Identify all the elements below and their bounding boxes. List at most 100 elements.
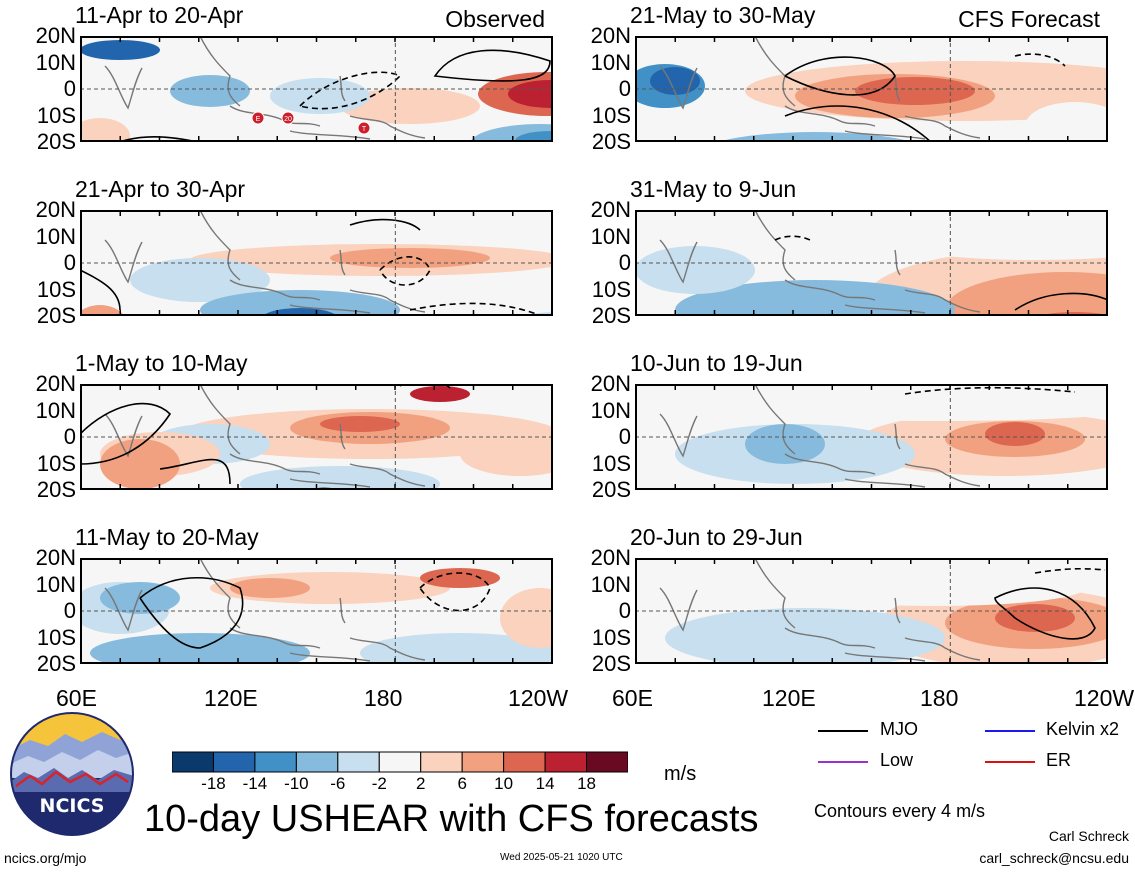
storm-marker-label: T [362, 126, 367, 133]
latitude-label: 10S [591, 450, 631, 476]
coastline [104, 239, 143, 284]
mjo-contour [774, 235, 811, 241]
shear-anomaly-region [270, 78, 370, 114]
mjo-contour [409, 302, 544, 316]
shear-map [80, 558, 553, 664]
coastline [659, 413, 698, 458]
shear-anomaly-region [420, 568, 500, 588]
colorbar-swatch [544, 751, 588, 773]
storm-marker [251, 111, 265, 125]
colorbar-tick-label: -10 [284, 774, 309, 793]
latitude-label: 10S [591, 102, 631, 128]
coastline [229, 453, 321, 475]
lon-label-60e-left: 60E [56, 685, 97, 711]
shear-map [635, 210, 1108, 316]
panel-title: 11-May to 20-May [75, 524, 259, 550]
mjo-contour [1014, 292, 1108, 311]
shear-anomaly-region [635, 246, 755, 294]
legend-label-low: Low [880, 750, 914, 770]
latitude-label: 20N [590, 23, 631, 48]
coastline [754, 210, 796, 281]
legend-swatch-low [818, 761, 868, 763]
latitude-label: 0 [63, 250, 76, 275]
coastline [844, 652, 926, 662]
storm-marker [357, 121, 371, 135]
latitude-label: 10S [36, 624, 76, 650]
footer-email[interactable]: carl_schreck@ncsu.edu [979, 850, 1129, 866]
legend-label-er: ER [1046, 750, 1072, 770]
shear-anomaly-region [735, 397, 1108, 421]
shear-anomaly-region [80, 305, 125, 316]
latitude-label: 10N [590, 397, 631, 423]
coastline [229, 279, 321, 301]
lon-label-120w-left: 120W [508, 685, 569, 711]
coastline [844, 130, 926, 140]
coastline [659, 65, 698, 110]
coastline [904, 289, 981, 313]
latitude-label: 0 [618, 250, 631, 275]
ncics-logo[interactable]: NCICS [10, 712, 134, 836]
mjo-contour [159, 458, 231, 485]
mjo-contour [784, 105, 932, 142]
lon-label-120w-right: 120W [1074, 685, 1135, 711]
latitude-label: 10N [35, 49, 76, 75]
shear-anomaly-region [80, 40, 160, 60]
lon-label-180-left: 180 [364, 685, 403, 711]
coastline [349, 463, 426, 487]
colorbar-unit: m/s [664, 763, 697, 785]
lon-label-180-right: 180 [920, 685, 959, 711]
shear-map [635, 558, 1108, 664]
colorbar-swatch [337, 751, 380, 773]
colorbar-swatch [503, 751, 546, 773]
coastline [199, 384, 241, 455]
latitude-label: 0 [63, 598, 76, 623]
coastline [784, 279, 876, 301]
shear-anomaly-region [675, 280, 955, 316]
latitude-label: 20S [591, 651, 631, 676]
colorbar-swatch [212, 751, 256, 773]
panel-source-tag: CFS Forecast [958, 6, 1100, 32]
shear-anomaly-region [665, 608, 945, 664]
latitude-label: 0 [63, 424, 76, 449]
coastline [289, 130, 371, 140]
coastline [339, 597, 346, 624]
latitude-label: 10S [36, 102, 76, 128]
lon-label-120e-right: 120E [762, 685, 816, 711]
latitude-label: 10S [591, 276, 631, 302]
colorbar-swatch [254, 751, 297, 773]
coastline [349, 115, 426, 139]
shear-map [635, 384, 1108, 490]
coastline [659, 587, 698, 632]
coastline [784, 627, 876, 649]
latitude-label: 20S [591, 129, 631, 154]
coastline [229, 627, 321, 649]
coastline [894, 249, 901, 276]
shear-anomaly-region [1025, 102, 1108, 142]
coastline [339, 423, 346, 450]
latitude-label: 10N [590, 49, 631, 75]
shear-anomaly-region [230, 578, 310, 598]
footer-url[interactable]: ncics.org/mjo [4, 850, 87, 866]
latitude-label: 0 [63, 76, 76, 101]
legend-swatch-kelvin [985, 730, 1035, 732]
shear-anomaly-region [130, 258, 270, 302]
coastline [289, 478, 371, 488]
panel-title: 21-May to 30-May [630, 2, 816, 28]
coastline [339, 75, 346, 102]
latitude-label: 10N [35, 397, 76, 423]
mjo-contour [784, 56, 896, 96]
latitude-label: 10N [35, 571, 76, 597]
mjo-contour [80, 269, 121, 311]
latitude-label: 20N [35, 371, 76, 396]
contour-note: Contours every 4 m/s [814, 801, 986, 821]
storm-marker-label: 20 [284, 116, 292, 123]
mjo-contour [1014, 53, 1066, 67]
shear-anomaly-region [200, 290, 400, 316]
latitude-label: 10N [590, 223, 631, 249]
latitude-label: 20N [35, 23, 76, 48]
latitude-label: 0 [618, 424, 631, 449]
shear-anomaly-region [508, 80, 553, 108]
legend-swatch-mjo [818, 730, 868, 732]
colorbar-tick-label: -18 [201, 774, 226, 793]
panel-title: 31-May to 9-Jun [630, 176, 797, 202]
